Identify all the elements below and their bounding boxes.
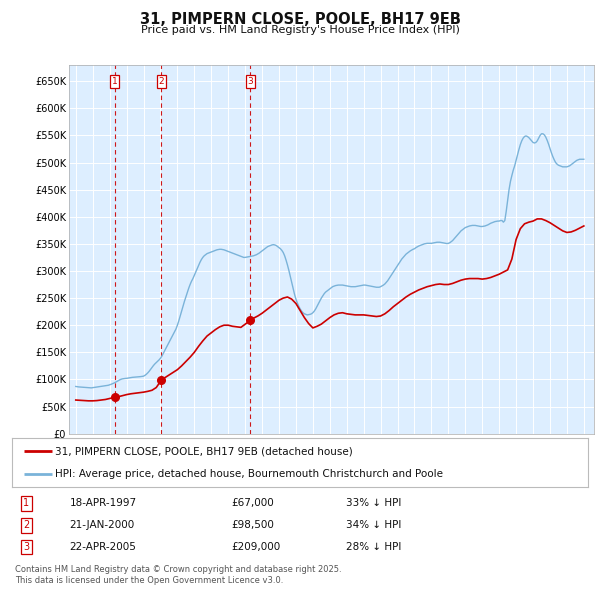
Text: 3: 3 <box>23 542 29 552</box>
Text: HPI: Average price, detached house, Bournemouth Christchurch and Poole: HPI: Average price, detached house, Bour… <box>55 468 443 478</box>
Text: Price paid vs. HM Land Registry's House Price Index (HPI): Price paid vs. HM Land Registry's House … <box>140 25 460 35</box>
Text: 31, PIMPERN CLOSE, POOLE, BH17 9EB: 31, PIMPERN CLOSE, POOLE, BH17 9EB <box>140 12 460 27</box>
Text: 31, PIMPERN CLOSE, POOLE, BH17 9EB (detached house): 31, PIMPERN CLOSE, POOLE, BH17 9EB (deta… <box>55 447 353 457</box>
Text: 2: 2 <box>158 77 164 86</box>
Text: 2: 2 <box>23 520 29 530</box>
Text: £209,000: £209,000 <box>231 542 280 552</box>
Text: Contains HM Land Registry data © Crown copyright and database right 2025.
This d: Contains HM Land Registry data © Crown c… <box>15 565 341 585</box>
Text: 28% ↓ HPI: 28% ↓ HPI <box>346 542 401 552</box>
Text: 34% ↓ HPI: 34% ↓ HPI <box>346 520 401 530</box>
Text: 21-JAN-2000: 21-JAN-2000 <box>70 520 135 530</box>
Text: £98,500: £98,500 <box>231 520 274 530</box>
Text: 18-APR-1997: 18-APR-1997 <box>70 498 137 508</box>
Text: 1: 1 <box>23 498 29 508</box>
Text: 1: 1 <box>112 77 118 86</box>
Text: 33% ↓ HPI: 33% ↓ HPI <box>346 498 401 508</box>
Text: £67,000: £67,000 <box>231 498 274 508</box>
Text: 3: 3 <box>248 77 253 86</box>
Text: 22-APR-2005: 22-APR-2005 <box>70 542 136 552</box>
